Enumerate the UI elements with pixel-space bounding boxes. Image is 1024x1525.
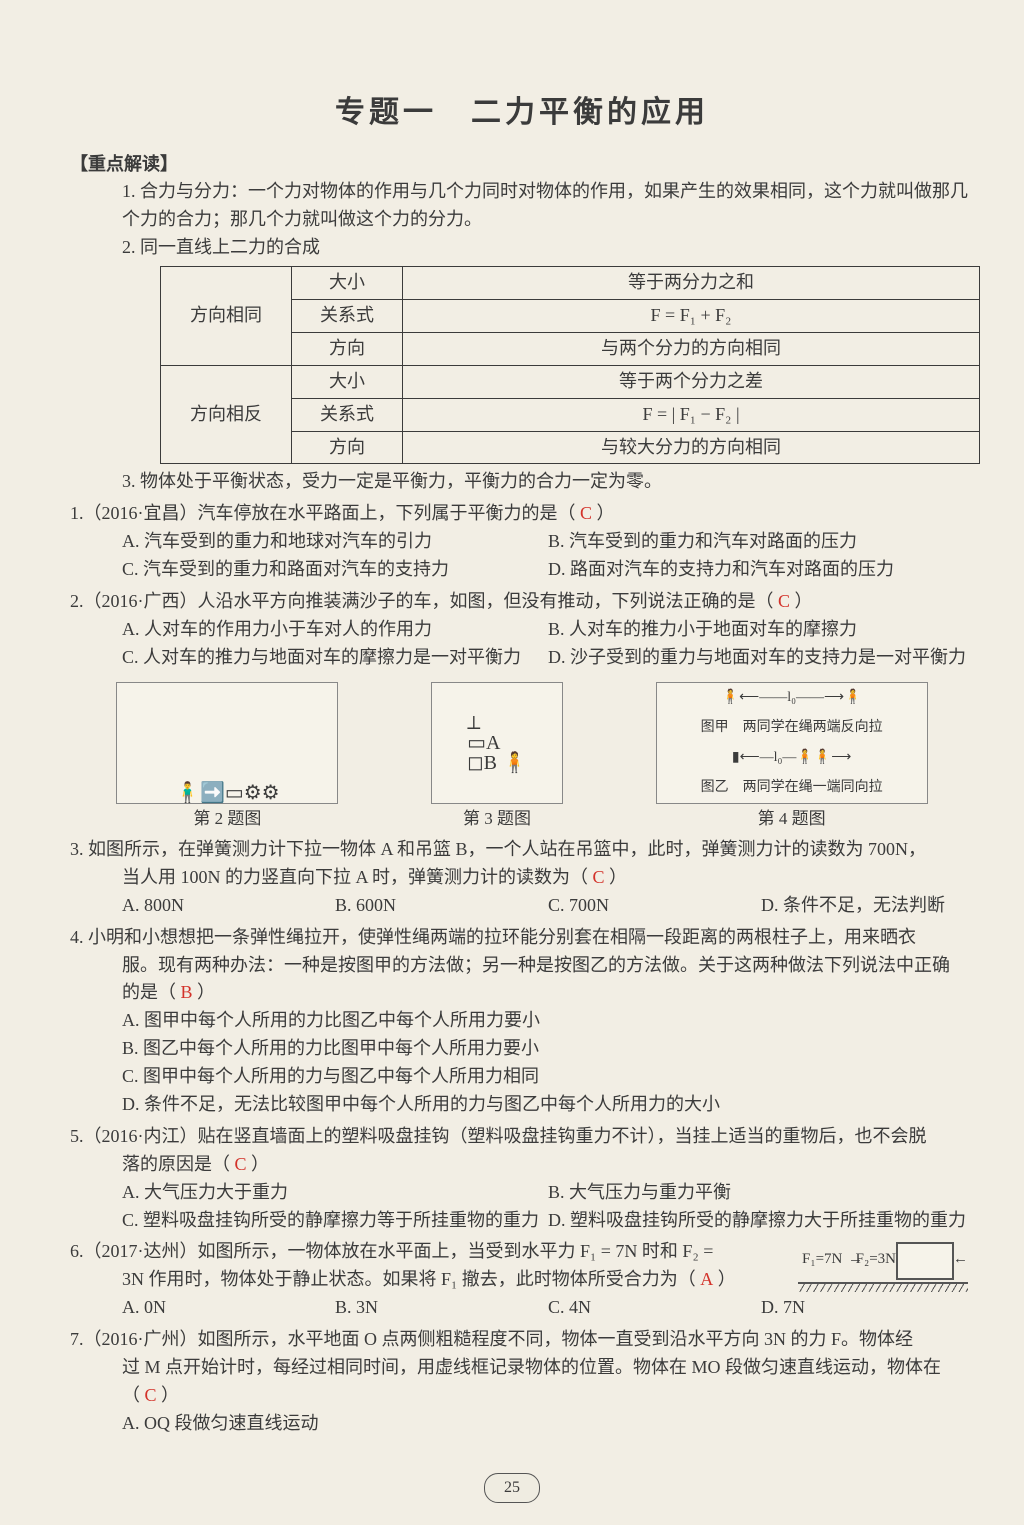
q2-tail: ） — [795, 591, 813, 611]
figure-q6-f2: F₂=3N — [856, 1248, 896, 1271]
q2-opt-d: D. 沙子受到的重力与地面对车的支持力是一对平衡力 — [548, 644, 974, 672]
q3-answer: C — [593, 867, 605, 887]
q4-answer: B — [181, 982, 193, 1002]
q5-line2: 落的原因是（ — [122, 1154, 230, 1174]
figure-q6: F₁=7N → F₂=3N ← — [798, 1240, 968, 1284]
q3-tail: ） — [609, 867, 627, 887]
q3-line2: 当人用 100N 的力竖直向下拉 A 时，弹簧测力计的读数为（ — [122, 867, 588, 887]
composition-table: 方向相同 大小 等于两分力之和 关系式 F = F₁ + F₂ 方向 与两个分力… — [160, 266, 980, 464]
q3-line1: 3. 如图所示，在弹簧测力计下拉一物体 A 和吊篮 B，一个人站在吊篮中，此时，… — [70, 836, 974, 864]
q1-stem: 1.（2016·宜昌）汽车停放在水平路面上，下列属于平衡力的是（ — [70, 503, 576, 523]
figure-q2-caption: 第 2 题图 — [193, 806, 261, 832]
figure-q4-cap-a: 图甲 两同学在绳两端反向拉 — [701, 717, 883, 739]
figure-q6-ground-icon — [798, 1282, 968, 1292]
page-number: 25 — [484, 1473, 540, 1503]
q4-opt-b: B. 图乙中每个人所用的力比图甲中每个人所用力要小 — [122, 1035, 974, 1063]
table-cell: 方向相同 — [161, 267, 292, 366]
q7-opt-a: A. OQ 段做匀速直线运动 — [122, 1410, 974, 1438]
figure-q2-icon: 🧍‍♂️➡️▭⚙⚙ — [116, 682, 338, 804]
table-cell: 大小 — [292, 267, 403, 300]
q3-opt-c: C. 700N — [548, 892, 761, 920]
intro-heading: 【重点解读】 — [70, 151, 974, 179]
question-1: 1.（2016·宜昌）汽车停放在水平路面上，下列属于平衡力的是（ C ） — [70, 500, 974, 528]
q4-line1: 4. 小明和小想想把一条弹性绳拉开，使弹性绳两端的拉环能分别套在相隔一段距离的两… — [70, 924, 974, 952]
q1-tail: ） — [597, 503, 615, 523]
q5-opt-c: C. 塑料吸盘挂钩所受的静摩擦力等于所挂重物的重力 — [122, 1207, 548, 1235]
q4-opt-d: D. 条件不足，无法比较图甲中每个人所用的力与图乙中每个人所用力的大小 — [122, 1091, 974, 1119]
q3-opt-a: A. 800N — [122, 892, 335, 920]
q6-tail: ） — [718, 1269, 736, 1289]
table-cell: F = | F₁ − F₂ | — [403, 398, 980, 431]
q7-answer: C — [145, 1385, 157, 1405]
table-cell: 大小 — [292, 365, 403, 398]
q1-opt-a: A. 汽车受到的重力和地球对汽车的引力 — [122, 528, 548, 556]
point-3: 3. 物体处于平衡状态，受力一定是平衡力，平衡力的合力一定为零。 — [70, 468, 974, 496]
table-cell: 关系式 — [292, 398, 403, 431]
table-cell: F = F₁ + F₂ — [403, 299, 980, 332]
page-footer: 25 — [0, 1473, 1024, 1503]
table-cell: 与两个分力的方向相同 — [403, 332, 980, 365]
question-7: 7.（2016·广州）如图所示，水平地面 O 点两侧粗糙程度不同，物体一直受到沿… — [70, 1326, 974, 1410]
figure-q3-caption: 第 3 题图 — [463, 806, 531, 832]
q4-line2: 服。现有两种办法：一种是按图甲的方法做；另一种是按图乙的方法做。关于这两种做法下… — [70, 952, 974, 980]
figure-q4-cap-b: 图乙 两同学在绳一端同向拉 — [701, 777, 883, 799]
q5-opt-d: D. 塑料吸盘挂钩所受的静摩擦力大于所挂重物的重力 — [548, 1207, 974, 1235]
table-cell: 等于两个分力之差 — [403, 365, 980, 398]
q7-line3: （ — [122, 1385, 140, 1405]
q7-line2: 过 M 点开始计时，每经过相同时间，用虚线框记录物体的位置。物体在 MO 段做匀… — [70, 1354, 974, 1382]
question-4: 4. 小明和小想想把一条弹性绳拉开，使弹性绳两端的拉环能分别套在相隔一段距离的两… — [70, 924, 974, 1008]
q4-opt-c: C. 图甲中每个人所用的力与图乙中每个人所用力相同 — [122, 1063, 974, 1091]
table-cell: 等于两分力之和 — [403, 267, 980, 300]
figure-q3-icon: ⟂▭A◻B 🧍 — [431, 682, 563, 804]
q5-answer: C — [235, 1154, 247, 1174]
q6-opt-a: A. 0N — [122, 1294, 335, 1322]
q7-tail: ） — [161, 1385, 179, 1405]
question-6: F₁=7N → F₂=3N ← 6.（2017·达州）如图所示，一物体放在水平面… — [70, 1238, 974, 1294]
table-cell: 关系式 — [292, 299, 403, 332]
q1-answer: C — [580, 503, 592, 523]
q6-opt-d: D. 7N — [761, 1294, 974, 1322]
q4-line3: 的是（ — [122, 982, 176, 1002]
q5-opt-a: A. 大气压力大于重力 — [122, 1179, 548, 1207]
question-3: 3. 如图所示，在弹簧测力计下拉一物体 A 和吊篮 B，一个人站在吊篮中，此时，… — [70, 836, 974, 892]
table-cell: 方向相反 — [161, 365, 292, 464]
table-cell: 方向 — [292, 332, 403, 365]
q2-answer: C — [778, 591, 790, 611]
q2-opt-b: B. 人对车的推力小于地面对车的摩擦力 — [548, 616, 974, 644]
q1-opt-c: C. 汽车受到的重力和路面对汽车的支持力 — [122, 556, 548, 584]
q1-opt-d: D. 路面对汽车的支持力和汽车对路面的压力 — [548, 556, 974, 584]
q3-opt-b: B. 600N — [335, 892, 548, 920]
q2-stem: 2.（2016·广西）人沿水平方向推装满沙子的车，如图，但没有推动，下列说法正确… — [70, 591, 774, 611]
q6-line2: 3N 作用时，物体处于静止状态。如果将 F₁ 撤去，此时物体所受合力为（ — [122, 1269, 696, 1289]
point-2: 2. 同一直线上二力的合成 — [70, 234, 974, 262]
question-2: 2.（2016·广西）人沿水平方向推装满沙子的车，如图，但没有推动，下列说法正确… — [70, 588, 974, 616]
figure-q4-caption: 第 4 题图 — [758, 806, 826, 832]
table-cell: 与较大分力的方向相同 — [403, 431, 980, 464]
q2-opt-c: C. 人对车的推力与地面对车的摩擦力是一对平衡力 — [122, 644, 548, 672]
figure-q6-f1: F₁=7N — [802, 1248, 842, 1271]
figure-q6-block-icon — [896, 1242, 954, 1280]
question-5: 5.（2016·内江）贴在竖直墙面上的塑料吸盘挂钩（塑料吸盘挂钩重力不计），当挂… — [70, 1123, 974, 1179]
page-title: 专题一 二力平衡的应用 — [70, 90, 974, 137]
q3-opt-d: D. 条件不足，无法判断 — [761, 892, 974, 920]
figure-q4-icon: 🧍⟵——l₀——⟶🧍 图甲 两同学在绳两端反向拉 ▮⟵—l₀—🧍🧍⟶ 图乙 两同… — [656, 682, 928, 804]
q4-tail: ） — [197, 982, 215, 1002]
q5-opt-b: B. 大气压力与重力平衡 — [548, 1179, 974, 1207]
q4-opt-a: A. 图甲中每个人所用的力比图乙中每个人所用力要小 — [122, 1007, 974, 1035]
q7-line1: 7.（2016·广州）如图所示，水平地面 O 点两侧粗糙程度不同，物体一直受到沿… — [70, 1326, 974, 1354]
q6-opt-b: B. 3N — [335, 1294, 548, 1322]
q1-opt-b: B. 汽车受到的重力和汽车对路面的压力 — [548, 528, 974, 556]
q5-tail: ） — [251, 1154, 269, 1174]
point-1: 1. 合力与分力：一个力对物体的作用与几个力同时对物体的作用，如果产生的效果相同… — [70, 178, 974, 234]
q6-answer: A — [700, 1269, 713, 1289]
table-cell: 方向 — [292, 431, 403, 464]
q5-line1: 5.（2016·内江）贴在竖直墙面上的塑料吸盘挂钩（塑料吸盘挂钩重力不计），当挂… — [70, 1123, 974, 1151]
q6-opt-c: C. 4N — [548, 1294, 761, 1322]
figure-row: 🧍‍♂️➡️▭⚙⚙ 第 2 题图 ⟂▭A◻B 🧍 第 3 题图 🧍⟵——l₀——… — [70, 682, 974, 832]
q2-opt-a: A. 人对车的作用力小于车对人的作用力 — [122, 616, 548, 644]
